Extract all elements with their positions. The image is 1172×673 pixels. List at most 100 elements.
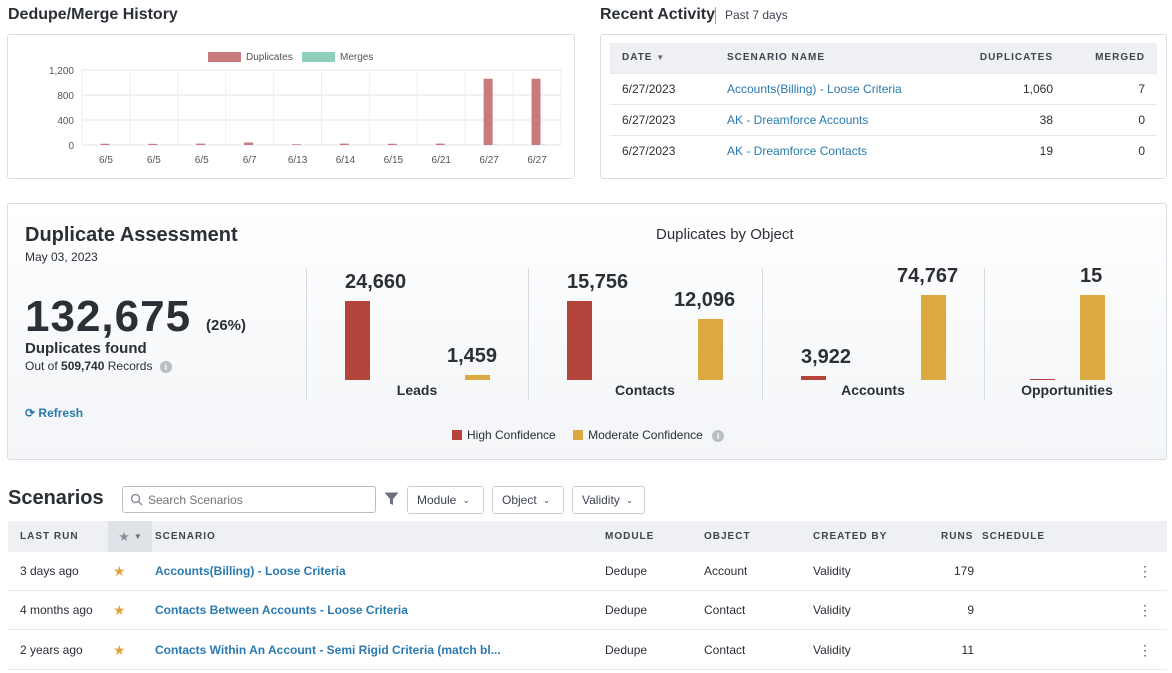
column-object[interactable]: OBJECT [704, 531, 751, 542]
duplicates-bar [244, 142, 254, 145]
column-duplicates: DUPLICATES [979, 52, 1053, 64]
moderate-confidence-value: 1,459 [447, 345, 498, 368]
dedupe-history-chart: 6/5 6/5 6/5 6/7 6/13 6/14 6/15 6/21 6/27 6/27 0 40… [49, 52, 562, 166]
duplicates-bar [483, 78, 493, 145]
object-divider [306, 268, 307, 400]
favorite-star-icon[interactable]: ★ [113, 563, 126, 579]
duplicates-found-label: Duplicates found [25, 340, 147, 357]
moderate-confidence-value: 74,767 [897, 265, 959, 288]
scenario-link[interactable]: Contacts Between Accounts - Loose Criter… [155, 603, 408, 617]
high-confidence-value: 15,756 [567, 270, 629, 293]
records-summary: Out of 509,740 Records i [25, 359, 172, 373]
duplicates-bar [339, 143, 349, 145]
scenario-last-run: 4 months ago [20, 603, 93, 617]
duplicates-percent: (26%) [206, 317, 247, 334]
object-label: Accounts [841, 382, 905, 398]
star-icon: ★ [118, 528, 130, 544]
object-filter[interactable]: Object ⌄ [492, 486, 564, 514]
more-options-icon[interactable]: ⋮ [1138, 563, 1152, 579]
column-merged: MERGED [1095, 52, 1145, 64]
dedupe-history-card: 6/5 6/5 6/5 6/7 6/13 6/14 6/15 6/21 6/27 6/27 0 40… [7, 34, 575, 179]
refresh-button[interactable]: ⟳ Refresh [25, 406, 84, 420]
x-tick-label: 6/7 [243, 155, 257, 166]
scenario-object: Contact [704, 603, 746, 617]
duplicates-bar [387, 143, 397, 145]
legend-swatch-merges [302, 52, 335, 62]
column-date[interactable]: DATE ▼ [622, 52, 666, 64]
moderate-confidence-bar [465, 375, 490, 380]
scenario-link[interactable]: Contacts Within An Account - Semi Rigid … [155, 643, 501, 657]
activity-duplicates: 1,060 [955, 72, 1065, 104]
chevron-down-icon: ⌄ [462, 494, 470, 505]
moderate-confidence-value: 12,096 [674, 289, 736, 312]
favorite-star-icon[interactable]: ★ [113, 602, 126, 618]
legend-moderate: Moderate Confidence [573, 428, 703, 442]
activity-scenario-link[interactable]: AK - Dreamforce Accounts [727, 112, 869, 127]
favorite-sort[interactable]: ★ ▼ [108, 521, 152, 552]
activity-date: 6/27/2023 [610, 72, 715, 104]
high-confidence-bar [1030, 379, 1055, 380]
duplicates-bar [435, 143, 445, 145]
scenario-module: Dedupe [605, 564, 648, 578]
object-divider [984, 268, 985, 400]
legend-merges: Merges [340, 52, 373, 63]
more-options-icon[interactable]: ⋮ [1138, 642, 1152, 658]
search-input[interactable] [148, 492, 368, 507]
activity-merged: 7 [1065, 72, 1157, 104]
search-box [122, 486, 376, 513]
scenario-row[interactable]: 2 years ago ★ Contacts Within An Account… [8, 631, 1167, 670]
validity-filter[interactable]: Validity ⌄ [572, 486, 645, 514]
more-options-icon[interactable]: ⋮ [1138, 602, 1152, 618]
caret-down-icon: ▼ [133, 532, 142, 541]
x-tick-label: 6/13 [288, 155, 308, 166]
column-runs[interactable]: RUNS [941, 531, 974, 542]
x-tick-label: 6/14 [336, 155, 356, 166]
scenario-last-run: 3 days ago [20, 564, 79, 578]
object-divider [762, 268, 763, 400]
legend-high: High Confidence [452, 428, 556, 442]
records-suffix: Records [107, 359, 153, 373]
module-filter[interactable]: Module ⌄ [407, 486, 484, 514]
scenario-row[interactable]: 3 days ago ★ Accounts(Billing) - Loose C… [8, 552, 1167, 591]
activity-merged: 0 [1065, 103, 1157, 135]
scenario-row[interactable]: 4 months ago ★ Contacts Between Accounts… [8, 591, 1167, 630]
scenario-runs: 11 [961, 643, 974, 657]
high-confidence-value: 3,922 [801, 345, 852, 368]
scenario-link[interactable]: Accounts(Billing) - Loose Criteria [155, 564, 346, 578]
y-tick-label: 400 [57, 116, 74, 127]
x-tick-label: 6/27 [479, 155, 499, 166]
x-tick-label: 6/5 [195, 155, 209, 166]
column-schedule[interactable]: SCHEDULE [982, 531, 1046, 542]
column-module[interactable]: MODULE [605, 531, 655, 542]
x-tick-label: 6/5 [147, 155, 161, 166]
activity-duplicates: 19 [955, 134, 1065, 166]
legend-swatch-moderate [573, 430, 584, 440]
column-created-by[interactable]: CREATED BY [813, 531, 888, 542]
moderate-confidence-value: 15 [1080, 265, 1103, 288]
info-icon[interactable]: i [159, 361, 172, 373]
scenario-object: Account [704, 564, 748, 578]
column-last-run[interactable]: LAST RUN [20, 531, 79, 542]
scenario-module: Dedupe [605, 603, 648, 617]
activity-scenario-link[interactable]: AK - Dreamforce Contacts [727, 143, 868, 158]
activity-scenario-link[interactable]: Accounts(Billing) - Loose Criteria [727, 81, 902, 96]
assessment-date: May 03, 2023 [25, 250, 98, 264]
info-icon[interactable]: i [712, 430, 725, 442]
x-tick-label: 6/27 [527, 155, 547, 166]
favorite-star-icon[interactable]: ★ [113, 642, 126, 658]
scenarios-table-header: LAST RUN ★ ▼ SCENARIO MODULE OBJECT CREA… [8, 521, 1167, 552]
y-tick-label: 800 [57, 91, 74, 102]
scenario-created-by: Validity [813, 564, 851, 578]
filter-icon[interactable] [384, 492, 399, 506]
high-confidence-bar [801, 375, 826, 380]
legend-duplicates: Duplicates [246, 52, 293, 63]
scenario-created-by: Validity [813, 643, 851, 657]
scenarios-title: Scenarios [8, 487, 104, 509]
assessment-title: Duplicate Assessment [25, 224, 238, 246]
caret-down-icon: ▼ [656, 53, 666, 63]
object-label: Opportunities [1021, 382, 1113, 398]
title-divider [715, 7, 716, 24]
duplicates-bar [196, 143, 206, 145]
column-scenario[interactable]: SCENARIO [155, 531, 216, 542]
scenario-last-run: 2 years ago [20, 643, 83, 657]
